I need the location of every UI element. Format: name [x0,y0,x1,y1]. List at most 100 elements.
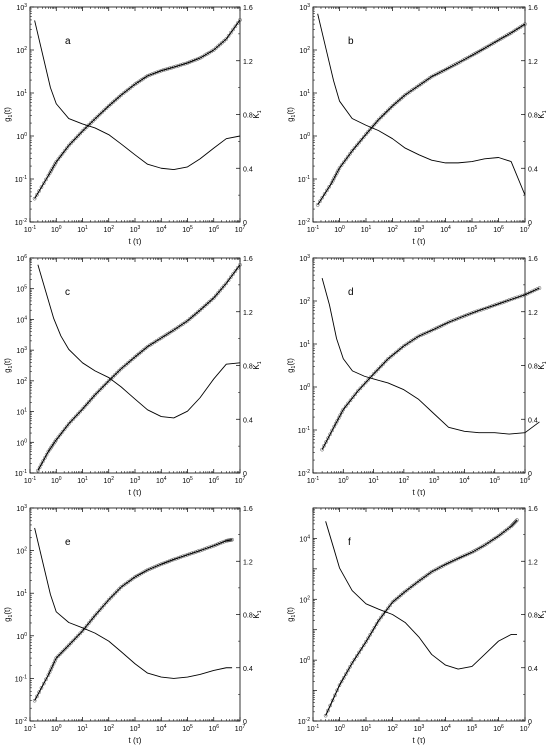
data-point [318,199,322,204]
data-point [339,410,344,415]
data-point [130,84,135,88]
x-tick-label: 101 [361,724,372,733]
data-point [226,33,231,38]
data-point [113,372,117,377]
y2-tick-label: 0 [243,471,247,478]
data-point [523,22,527,26]
data-point [445,66,450,71]
data-point [432,73,436,78]
data-point [470,550,474,555]
data-point [97,388,102,393]
data-point [515,518,519,522]
data-point [207,300,212,304]
data-point [414,580,419,585]
data-point [73,136,78,141]
data-point [330,698,335,703]
data-point [343,672,348,677]
x-tick-label: 103 [130,225,141,234]
k1-curve [37,264,241,419]
data-point [80,129,85,133]
y-tick-label: 100 [16,132,27,141]
data-point [378,364,383,369]
data-point [157,563,161,568]
data-point [37,690,42,694]
data-point [512,521,516,526]
data-point [374,369,378,374]
data-point [401,591,405,596]
data-point [376,367,381,371]
y2-tick-label: 0 [528,719,532,726]
k1-curve [34,20,241,171]
data-point [338,413,343,418]
data-point [71,638,76,643]
y-tick-label: 10-1 [15,674,27,683]
data-point [106,379,111,383]
data-point [145,74,150,78]
data-point [41,181,46,186]
data-point [399,96,403,101]
data-point [224,37,229,41]
data-point [535,287,539,292]
data-point [328,703,333,708]
data-point [163,560,168,565]
data-point [165,559,170,564]
x-tick-label: 107 [235,724,246,733]
data-point [76,633,80,638]
panel-label: b [348,36,354,47]
data-point [476,49,481,54]
data-point [339,163,344,168]
data-point [37,189,42,193]
x-axis-label: t (τ) [129,488,142,497]
g1-curve [317,23,526,206]
data-point [102,383,107,388]
data-point [216,291,220,295]
panel-f: 10-1 100 101 102 103 104 105 106 107 10-2 100 102 10… [286,506,548,745]
data-point [95,611,100,615]
data-point [62,647,67,652]
x-tick-label: 106 [208,476,219,485]
x-tick-label: 100 [334,225,345,234]
data-point [139,571,144,576]
data-point [128,358,133,363]
data-point [102,603,107,607]
data-point [115,589,119,594]
x-tick-label: 10-1 [24,724,36,733]
data-point [394,100,399,105]
data-point [111,593,115,598]
data-point [383,110,388,115]
x-tick-label: 102 [103,724,114,733]
data-point [505,33,509,38]
data-point [343,157,348,162]
data-point [443,562,448,567]
y-axis-label: g1(t) [286,358,297,373]
data-point [108,376,113,381]
g1-curve [37,264,241,471]
data-point [439,323,444,328]
data-point [532,288,537,293]
data-point [143,569,148,574]
data-point [193,57,198,62]
data-point [458,555,463,560]
panel-label: e [65,537,71,548]
data-point [106,597,111,602]
data-point [474,51,479,55]
data-point [231,272,235,276]
data-point [100,110,104,115]
data-point [228,30,233,35]
panel-b: 10-1 100 101 102 103 104 105 106 10710-210-11001… [286,3,548,246]
y2-tick-label: 1.6 [243,5,253,12]
data-point [357,650,361,655]
x-tick-label: 106 [493,724,504,733]
data-point [39,185,44,189]
data-point [228,275,233,279]
data-point [326,708,330,713]
data-point [205,302,209,306]
y2-axis-label: K1 [537,110,548,118]
data-point [95,114,100,119]
data-point [106,104,111,108]
data-point [328,432,333,437]
y-tick-label: 103 [16,346,27,355]
data-point [216,44,220,49]
y2-tick-label: 1.2 [243,310,253,317]
data-point [216,542,220,546]
